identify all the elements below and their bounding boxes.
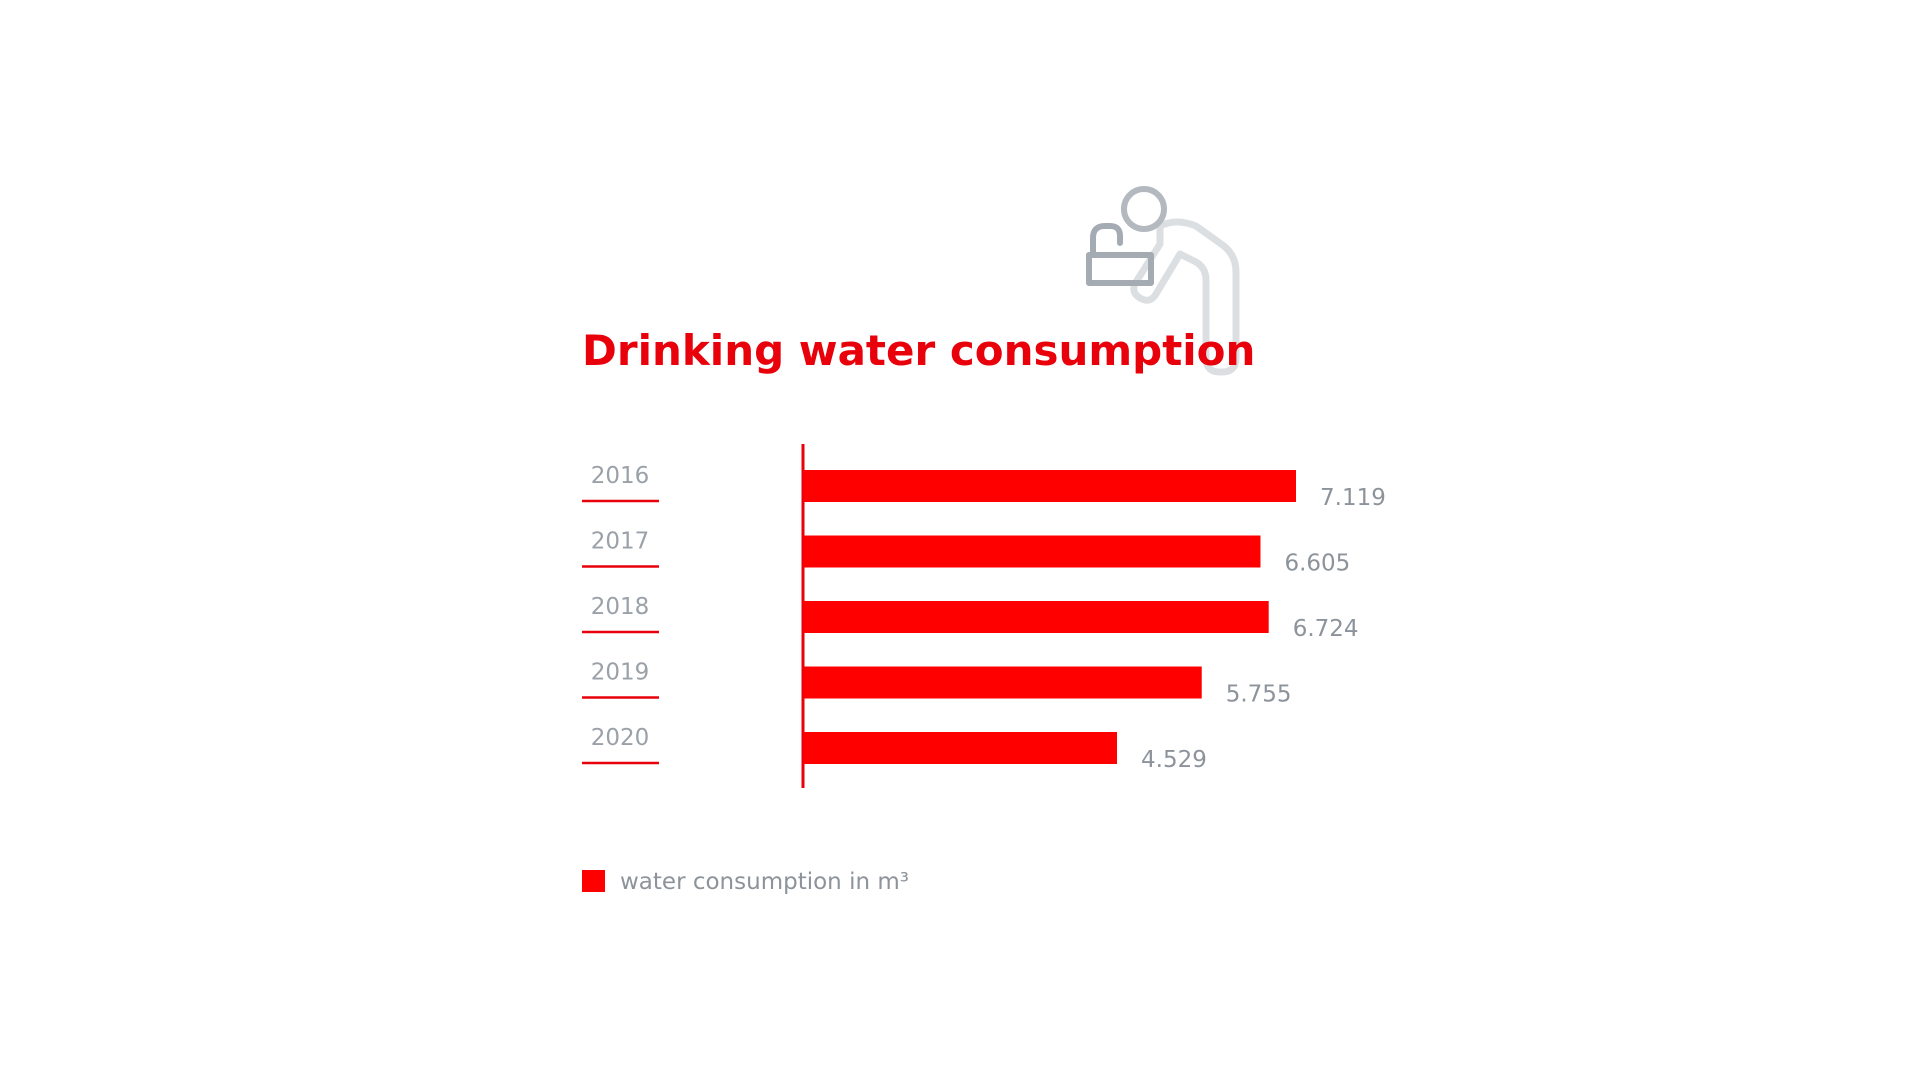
year-label-2016: 2016 — [591, 463, 650, 489]
value-label-2016: 7.119 — [1320, 485, 1386, 511]
legend-label: water consumption in m³ — [620, 869, 909, 895]
legend-swatch — [582, 870, 605, 892]
bar-2019 — [804, 666, 1202, 699]
year-label-2020: 2020 — [591, 725, 650, 751]
bar-2016 — [804, 470, 1296, 502]
year-label-2018: 2018 — [591, 594, 650, 620]
bar-2020 — [804, 732, 1118, 764]
year-label-2019: 2019 — [591, 660, 650, 686]
year-label-2017: 2017 — [591, 529, 650, 555]
value-label-2017: 6.605 — [1284, 551, 1350, 577]
legend: water consumption in m³ — [582, 869, 909, 895]
bar-2018 — [804, 601, 1269, 633]
bar-2017 — [804, 535, 1261, 568]
chart-title: Drinking water consumption — [582, 326, 1255, 375]
bars-group: 7.119 2016 6.605 2017 6.724 2018 5.755 2019 4.52… — [582, 463, 1386, 773]
value-label-2018: 6.724 — [1293, 616, 1359, 642]
person-drinking-fountain-icon — [1086, 186, 1240, 376]
value-label-2019: 5.755 — [1226, 682, 1292, 708]
value-label-2020: 4.529 — [1141, 747, 1207, 773]
